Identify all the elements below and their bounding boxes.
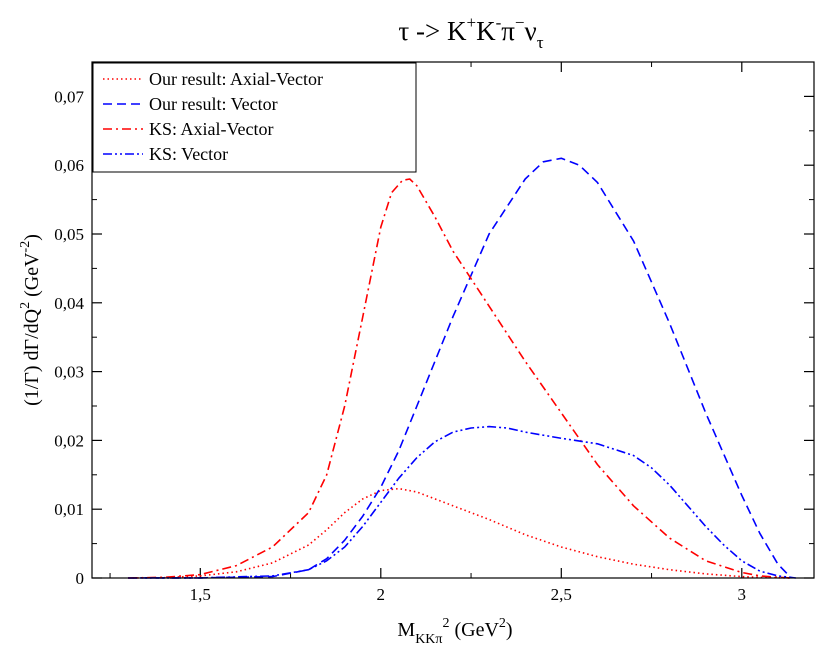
y-tick-label: 0,07: [54, 87, 84, 106]
legend-label: KS: Axial-Vector: [149, 119, 273, 139]
y-tick-label: 0,03: [54, 363, 84, 382]
chart-title: τ -> K+K-π−ντ: [398, 13, 543, 52]
y-tick-label: 0,01: [54, 500, 84, 519]
x-tick-label: 2: [377, 585, 386, 604]
series-line-ks-vector: [128, 425, 796, 579]
legend-label: Our result: Axial-Vector: [149, 69, 323, 89]
series-line-our-result-vector: [128, 157, 792, 579]
legend-label: Our result: Vector: [149, 94, 278, 114]
y-axis-label: (1/Γ) dΓ/dQ2 (GeV-2): [18, 234, 43, 406]
legend-label: KS: Vector: [149, 144, 228, 164]
series-line-our-result-axial-vector: [128, 487, 792, 579]
x-axis-label: MKKπ2 (GeV2): [397, 616, 512, 647]
y-tick-label: 0,05: [54, 225, 84, 244]
series-line-ks-axial-vector: [128, 178, 792, 579]
plot-frame: [91, 61, 815, 579]
y-tick-label: 0: [76, 569, 85, 588]
x-tick-label: 2,5: [551, 585, 572, 604]
y-tick-label: 0,06: [54, 156, 84, 175]
x-tick-label: 1,5: [190, 585, 211, 604]
y-tick-label: 0,04: [54, 294, 84, 313]
legend-box: [92, 62, 417, 173]
y-tick-label: 0,02: [54, 431, 84, 450]
x-tick-label: 3: [738, 585, 747, 604]
legend: Our result: Axial-Vector Our result: Vect…: [92, 62, 417, 173]
